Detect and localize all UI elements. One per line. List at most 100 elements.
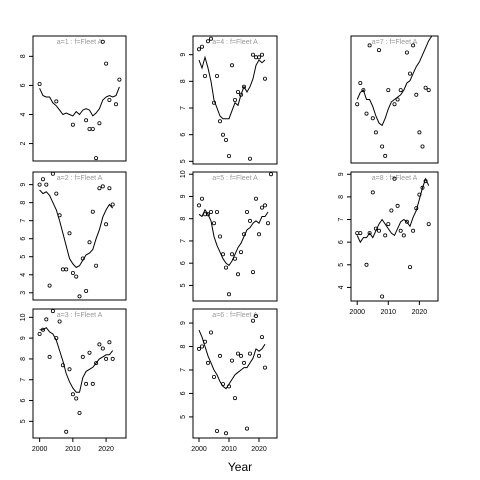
panel-1: a=1 : f=Fleet A 2 4 6 8 — [20, 35, 127, 162]
data-point — [107, 186, 112, 191]
data-point — [54, 191, 59, 196]
x-tick-label: 2000 — [349, 309, 365, 316]
data-point — [50, 309, 55, 314]
data-point — [235, 351, 240, 356]
data-point — [70, 392, 75, 397]
data-point — [355, 102, 360, 107]
panel-label: a=6 : f=Fleet A — [212, 312, 258, 319]
panel-frame — [350, 35, 439, 164]
data-point — [217, 119, 222, 124]
y-tick-label: 8 — [20, 54, 27, 58]
data-point — [211, 100, 216, 105]
panel-frame — [32, 35, 127, 162]
fit-line — [356, 35, 433, 127]
data-point — [57, 213, 62, 218]
data-point — [253, 313, 258, 318]
data-point — [60, 267, 65, 272]
y-tick-label: 6 — [180, 261, 187, 265]
data-point — [41, 177, 46, 182]
data-point — [411, 43, 416, 48]
data-point — [211, 221, 216, 226]
data-point — [398, 228, 403, 233]
y-tick-label: 5 — [180, 283, 187, 287]
data-point — [84, 288, 89, 293]
data-point — [386, 88, 391, 93]
data-point — [244, 426, 249, 431]
panel-3: a=7 : f=Fleet A — [350, 35, 439, 164]
y-tick-label: 6 — [338, 240, 345, 244]
data-point — [208, 209, 213, 214]
data-point — [77, 410, 82, 415]
data-point — [423, 179, 428, 184]
y-tick-label: 6 — [20, 83, 27, 87]
data-point — [44, 317, 49, 322]
data-point — [420, 185, 425, 190]
panel-frame — [192, 308, 278, 439]
data-point — [199, 44, 204, 49]
y-tick-label: 7 — [180, 106, 187, 110]
data-point — [364, 111, 369, 116]
data-point — [232, 256, 237, 261]
data-point — [94, 361, 99, 366]
data-point — [423, 85, 428, 90]
data-point — [70, 270, 75, 275]
y-tick-label: 9 — [20, 183, 27, 187]
data-point — [395, 203, 400, 208]
y-tick-label: 8 — [20, 201, 27, 205]
data-point — [223, 265, 228, 270]
data-point — [54, 336, 59, 341]
data-point — [262, 76, 267, 81]
data-point — [367, 231, 372, 236]
data-point — [259, 335, 264, 340]
panel-label: a=7 : f=Fleet A — [372, 39, 418, 46]
y-tick-label: 6 — [180, 133, 187, 137]
data-point — [214, 209, 219, 214]
data-point — [90, 127, 95, 132]
data-point — [247, 156, 252, 161]
data-point — [383, 153, 388, 158]
y-tick-label: 10 — [20, 313, 27, 321]
data-point — [361, 88, 366, 93]
panel-label: a=4 : f=Fleet A — [212, 39, 258, 46]
data-point — [202, 339, 207, 344]
data-point — [238, 353, 243, 358]
data-point — [395, 97, 400, 102]
panel-frame — [192, 35, 278, 165]
y-tick-label: 9 — [180, 194, 187, 198]
y-tick-label: 8 — [180, 344, 187, 348]
fit-line — [198, 329, 266, 390]
data-point — [110, 356, 115, 361]
data-point — [199, 196, 204, 201]
data-point — [232, 396, 237, 401]
data-point — [226, 384, 231, 389]
data-point — [229, 63, 234, 68]
panel-8: a=6 : f=Fleet A 5 6 7 8 9 2000 2010 2020 — [180, 308, 278, 453]
data-point — [211, 374, 216, 379]
data-point — [262, 203, 267, 208]
fit-line — [198, 55, 266, 120]
data-point — [205, 39, 210, 44]
data-point — [229, 358, 234, 363]
fit-line — [39, 86, 120, 117]
data-point — [104, 222, 109, 227]
panel-7: a=3 : f=Fleet A 5 6 7 8 9 10 2000 2010 2020 — [20, 308, 127, 453]
data-point — [97, 186, 102, 191]
panel-label: a=1 : f=Fleet A — [57, 39, 103, 46]
data-point — [420, 144, 425, 149]
data-point — [100, 184, 105, 189]
data-point — [41, 327, 46, 332]
data-point — [70, 122, 75, 127]
y-tick-label: 7 — [20, 219, 27, 223]
data-point — [64, 267, 69, 272]
x-tick-label: 2000 — [32, 446, 48, 453]
data-point — [398, 88, 403, 93]
data-point — [376, 48, 381, 53]
data-point — [196, 47, 201, 52]
y-tick-label: 10 — [180, 170, 187, 178]
data-point — [407, 265, 412, 270]
data-point — [364, 262, 369, 267]
data-point — [90, 209, 95, 214]
panel-6: a=8 : f=Fleet A 4 5 6 7 8 9 2000 2010 2020 — [338, 171, 439, 316]
data-point — [67, 231, 72, 236]
